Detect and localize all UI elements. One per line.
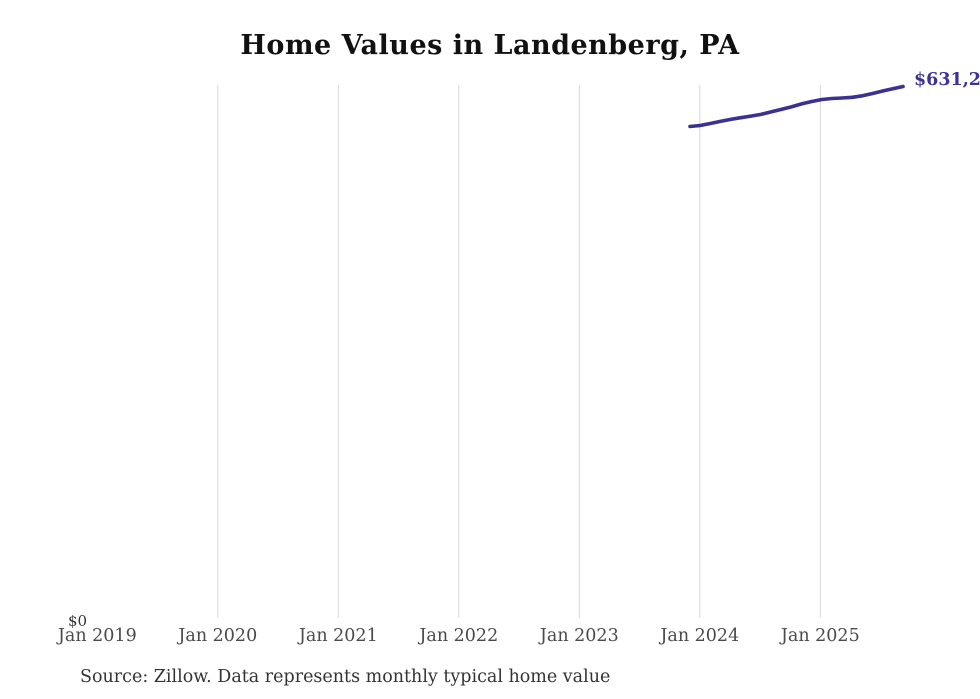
x-axis-label: Jan 2025 [780,626,860,646]
x-axis-label: Jan 2022 [419,626,499,646]
source-note: Source: Zillow. Data represents monthly … [80,667,611,687]
chart-title: Home Values in Landenberg, PA [240,30,740,61]
x-axis-label: Jan 2024 [660,626,740,646]
x-axis-label: Jan 2021 [298,626,378,646]
x-axis-label: Jan 2019 [57,626,137,646]
latest-value-label: $631,22 [914,70,980,90]
x-axis-label: Jan 2023 [539,626,619,646]
home-value-line-series [688,84,905,129]
gridlines-group [217,85,821,618]
y-axis-zero-label: $0 [68,612,88,630]
x-axis-label: Jan 2020 [178,626,258,646]
